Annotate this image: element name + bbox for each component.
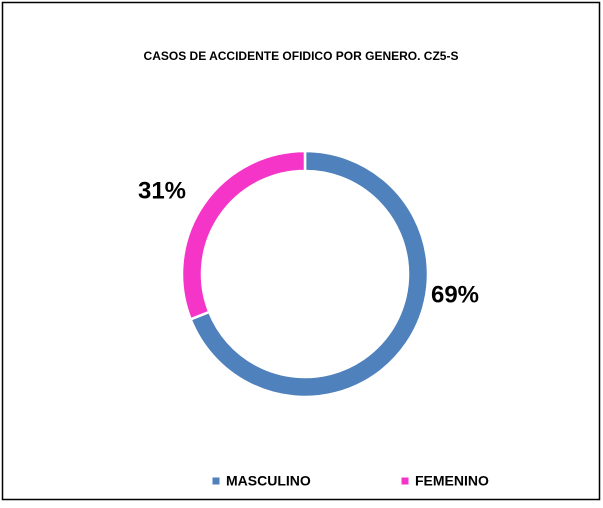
legend-label: FEMENINO xyxy=(415,473,489,489)
legend-label: MASCULINO xyxy=(226,473,311,489)
legend-swatch xyxy=(401,477,409,485)
chart-title: CASOS DE ACCIDENTE OFIDICO POR GENERO. C… xyxy=(144,49,459,63)
data-label: 69% xyxy=(431,281,479,308)
donut-slice xyxy=(189,149,430,399)
data-label: 31% xyxy=(138,177,186,204)
donut-slice xyxy=(180,149,307,321)
legend-swatch xyxy=(212,477,220,485)
chart-border xyxy=(1,1,601,501)
